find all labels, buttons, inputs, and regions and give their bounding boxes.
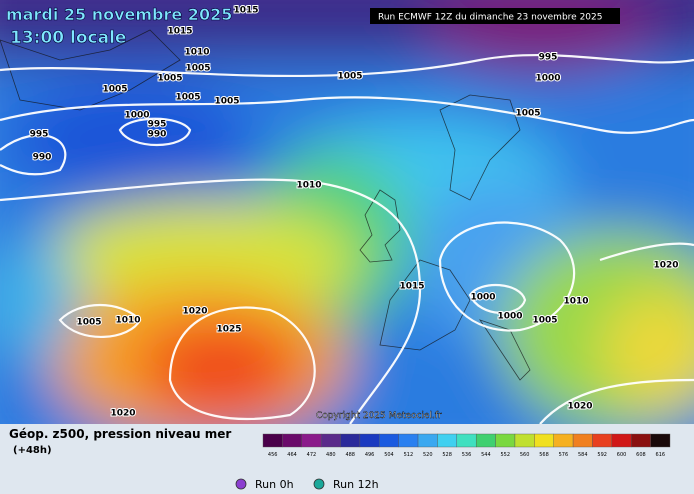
isobar-label: 1000	[497, 312, 522, 322]
scale-label: 584	[578, 452, 588, 458]
isobar-label: 990	[148, 130, 167, 140]
scale-label: 560	[520, 452, 530, 458]
legend-lead: (+48h)	[13, 445, 52, 456]
scale-swatch	[359, 433, 380, 448]
scale-label: 576	[559, 452, 569, 458]
isobar-label: 1015	[233, 6, 258, 16]
scale-label: 520	[423, 452, 433, 458]
scale-swatch	[572, 433, 593, 448]
copyright: Copyright 2025 Meteociel.fr	[316, 411, 442, 421]
isobar-label: 1025	[216, 325, 241, 335]
scale-swatch	[534, 433, 554, 448]
scale-label: 456	[268, 452, 278, 458]
isobar-label: 1005	[175, 93, 200, 103]
run-0h[interactable]: Run 0h	[255, 478, 294, 491]
scale-label: 600	[617, 452, 627, 458]
map: mardi 25 novembre 2025 13:00 locale Run …	[0, 0, 694, 424]
scale-label: 464	[287, 452, 297, 458]
isobar-label: 1005	[157, 74, 182, 84]
scale-swatch	[475, 433, 496, 448]
scale-label: 512	[404, 452, 414, 458]
scale-label: 528	[442, 452, 452, 458]
scale-swatch	[379, 433, 399, 448]
scale-label: 536	[462, 452, 472, 458]
isobar-label: 1010	[563, 297, 588, 307]
isobar-label: 995	[148, 120, 167, 130]
scale-swatch	[417, 433, 438, 448]
map-time: 13:00 locale	[10, 28, 126, 48]
scale-label: 504	[384, 452, 394, 458]
scale-swatch	[282, 433, 302, 448]
scale-label: 544	[481, 452, 491, 458]
scale-label: 568	[539, 452, 549, 458]
isobar-label: 1020	[110, 409, 135, 419]
isobar-label: 1000	[124, 111, 149, 121]
scale-swatch	[301, 433, 322, 448]
scale-swatch	[631, 433, 651, 448]
isobar-label: 1020	[653, 261, 678, 271]
isobar-label: 995	[30, 130, 49, 140]
scale-label: 480	[326, 452, 336, 458]
isobar-label: 995	[539, 53, 558, 63]
map-date: mardi 25 novembre 2025	[6, 5, 232, 24]
isobar-label: 1000	[535, 74, 560, 84]
scale-swatch	[437, 433, 458, 448]
isobar-label: 1005	[76, 318, 101, 328]
run-0h-icon[interactable]	[235, 478, 247, 490]
isobar-label: 1015	[167, 27, 192, 37]
scale-swatch	[262, 433, 283, 448]
scale-swatch	[495, 433, 516, 448]
isobar-label: 1015	[399, 282, 424, 292]
scale-swatch	[456, 433, 477, 448]
scale-label: 472	[307, 452, 317, 458]
isobar-label: 1005	[102, 85, 127, 95]
isobar-label: 1005	[337, 72, 362, 82]
scale-swatch	[553, 433, 574, 448]
scale-swatch	[340, 433, 361, 448]
isobar-label: 1005	[515, 109, 540, 119]
scale-label: 608	[636, 452, 646, 458]
color-scale: 456 464 472 480 488 496 504 512 520 528 536 544 552 5…	[262, 433, 671, 458]
scale-swatch	[650, 433, 671, 448]
isobar-label: 1010	[115, 316, 140, 326]
scale-label: 496	[365, 452, 375, 458]
isobar-label: 1020	[182, 307, 207, 317]
scale-label: 616	[656, 452, 666, 458]
isobar-label: 1010	[184, 48, 209, 58]
z500-field	[0, 0, 694, 424]
isobar-label: 1005	[532, 316, 557, 326]
scale-label: 592	[597, 452, 607, 458]
run-12h-icon[interactable]	[313, 478, 325, 490]
isobar-label: 1005	[185, 64, 210, 74]
run-12h[interactable]: Run 12h	[333, 478, 379, 491]
isobar-label: 990	[33, 153, 52, 163]
isobar-label: 1010	[296, 181, 321, 191]
run-info: Run ECMWF 12Z du dimanche 23 novembre 20…	[378, 13, 602, 23]
run-box	[370, 8, 620, 24]
scale-swatch	[514, 433, 535, 448]
scale-label: 488	[345, 452, 355, 458]
scale-swatch	[592, 433, 613, 448]
legend-title: Géop. z500, pression niveau mer	[9, 427, 231, 441]
scale-label: 552	[500, 452, 510, 458]
scale-swatch	[611, 433, 632, 448]
isobars	[0, 54, 694, 424]
isobar-label: 1020	[567, 402, 592, 412]
scale-swatch	[398, 433, 419, 448]
coastlines	[0, 29, 531, 381]
legend: Géop. z500, pression niveau mer (+48h) 4…	[9, 427, 671, 491]
isobar-label: 1000	[470, 293, 495, 303]
isobar-label: 1005	[214, 97, 239, 107]
scale-swatch	[320, 433, 341, 448]
